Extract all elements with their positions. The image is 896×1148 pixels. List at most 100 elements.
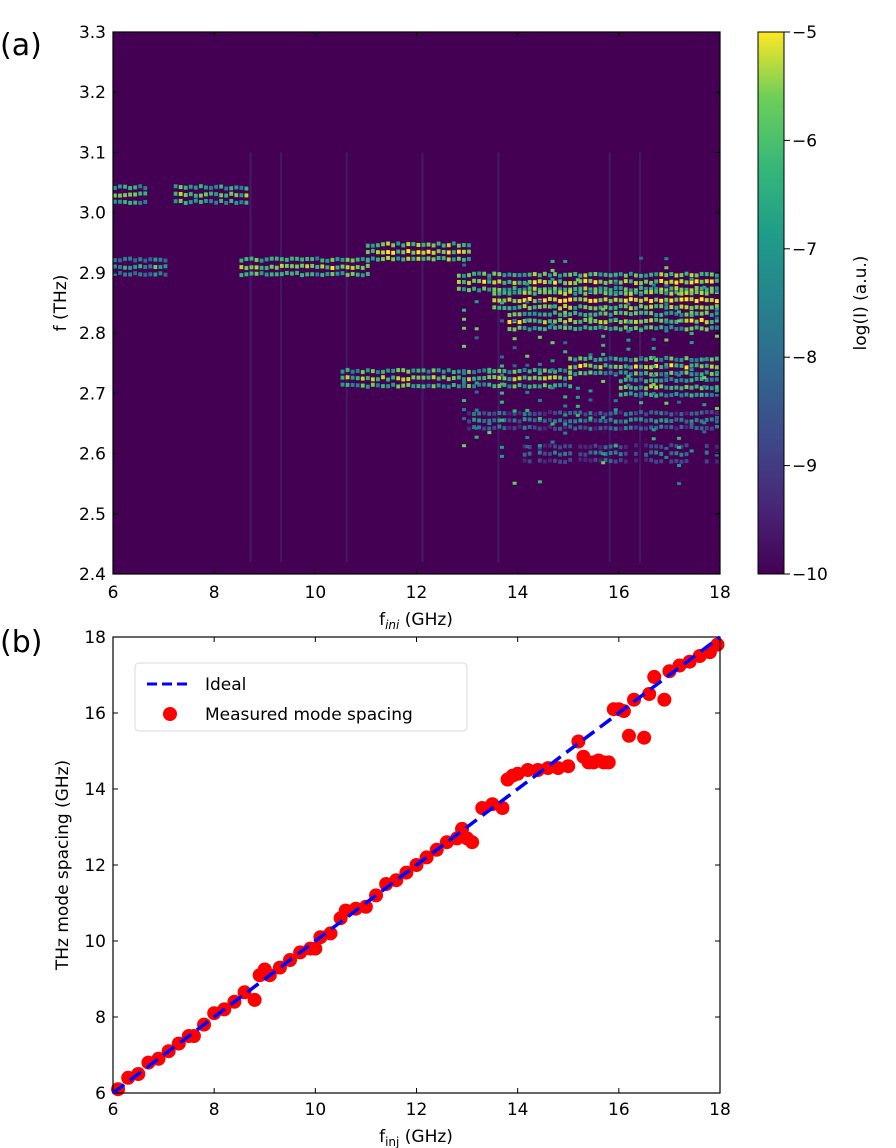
heatmap-cell — [699, 290, 704, 295]
heatmap-x-tick-label: 12 — [406, 583, 428, 603]
heatmap-cell — [477, 288, 481, 293]
heatmap-cell — [550, 386, 555, 390]
heatmap-cell — [714, 304, 719, 309]
heatmap-cell — [507, 319, 512, 324]
heatmap-cell — [714, 289, 719, 293]
heatmap-cell — [689, 313, 694, 317]
heatmap-cell — [598, 357, 603, 362]
heatmap-cell — [644, 412, 648, 417]
heatmap-cell — [568, 297, 573, 302]
heatmap-cell — [603, 357, 608, 362]
heatmap-cell — [345, 382, 350, 387]
heatmap-cell — [644, 418, 648, 423]
heatmap-cell — [623, 444, 628, 449]
heatmap-cell — [391, 250, 396, 255]
heatmap-cell — [525, 363, 530, 367]
heatmap-cell — [401, 257, 406, 262]
heatmap-cell — [482, 376, 487, 381]
heatmap-cell — [467, 256, 471, 261]
heatmap-cell — [689, 422, 694, 426]
heatmap-cell — [563, 350, 568, 354]
heatmap-cell — [183, 185, 188, 190]
heatmap-cell — [634, 371, 638, 376]
heatmap-cell — [573, 365, 578, 370]
heatmap-cell — [644, 273, 648, 278]
heatmap-cell — [542, 383, 547, 388]
heatmap-cell — [143, 264, 148, 269]
heatmap-cell — [446, 250, 451, 255]
heatmap-cell — [649, 287, 653, 292]
heatmap-cell — [679, 273, 684, 278]
heatmap-cell — [677, 319, 682, 323]
heatmap-cell — [143, 258, 148, 263]
heatmap-cell — [183, 200, 188, 205]
heatmap-cell — [548, 287, 552, 292]
heatmap-cell — [639, 281, 643, 286]
heatmap-cell — [674, 290, 679, 295]
heatmap-cell — [477, 271, 481, 276]
heatmap-cell — [113, 199, 117, 204]
heatmap-cell — [573, 305, 578, 310]
heatmap-cell — [499, 355, 504, 359]
heatmap-cell — [305, 256, 310, 261]
heatmap-cell — [553, 458, 557, 463]
heatmap-cell — [396, 376, 401, 381]
heatmap-cell — [598, 418, 603, 423]
heatmap-cell — [603, 371, 608, 376]
heatmap-cell — [467, 288, 471, 293]
heatmap-cell — [477, 279, 481, 284]
heatmap-cell — [499, 319, 504, 323]
heatmap-cell — [249, 271, 254, 276]
heatmap-cell — [325, 265, 330, 270]
heatmap-cell — [634, 311, 638, 316]
heatmap-cell — [517, 299, 522, 304]
heatmap-cell — [431, 257, 436, 262]
heatmap-cell — [550, 368, 555, 372]
heatmap-cell — [462, 417, 467, 421]
heatmap-cell — [664, 355, 669, 360]
heatmap-cell — [411, 375, 416, 380]
heatmap-cell — [694, 290, 699, 295]
heatmap-cell — [623, 459, 628, 464]
heatmap-cell — [649, 356, 653, 361]
heatmap-cell — [669, 310, 674, 315]
heatmap-cell — [674, 426, 679, 431]
measured-point — [657, 692, 672, 707]
heatmap-cell — [456, 279, 461, 284]
heatmap-cell — [704, 443, 709, 448]
heatmap-cell — [634, 297, 638, 302]
heatmap-cell — [525, 390, 530, 394]
heatmap-cell — [284, 257, 289, 262]
heatmap-cell — [654, 357, 659, 362]
heatmap-cell — [492, 384, 497, 389]
heatmap-cell — [654, 419, 659, 424]
heatmap-cell — [578, 297, 583, 302]
heatmap-cell — [689, 372, 694, 377]
heatmap-cell — [542, 304, 547, 309]
heatmap-y-tick-label: 3.1 — [79, 143, 106, 163]
heatmap-cell — [315, 272, 320, 277]
heatmap-cell — [118, 264, 122, 269]
heatmap-cell — [173, 184, 178, 189]
heatmap-cell — [113, 258, 117, 263]
heatmap-cell — [704, 377, 709, 382]
heatmap-cell — [198, 199, 203, 204]
heatmap-cell — [608, 279, 613, 284]
heatmap-cell — [537, 445, 542, 450]
heatmap-cell — [269, 256, 274, 261]
heatmap-cell — [664, 311, 669, 315]
heatmap-cell — [714, 388, 719, 392]
heatmap-cell — [550, 259, 555, 263]
heatmap-cell — [416, 375, 421, 380]
heatmap-cell — [542, 327, 547, 332]
heatmap-cell — [568, 365, 573, 370]
heatmap-cell — [320, 264, 325, 269]
heatmap-cell — [644, 318, 648, 323]
heatmap-cell — [674, 305, 679, 310]
heatmap-cell — [431, 368, 436, 373]
heatmap-cell — [634, 306, 638, 311]
heatmap-cell — [714, 452, 719, 457]
heatmap-cell — [411, 242, 416, 247]
heatmap-cell — [537, 326, 542, 330]
heatmap-cell — [598, 426, 603, 431]
